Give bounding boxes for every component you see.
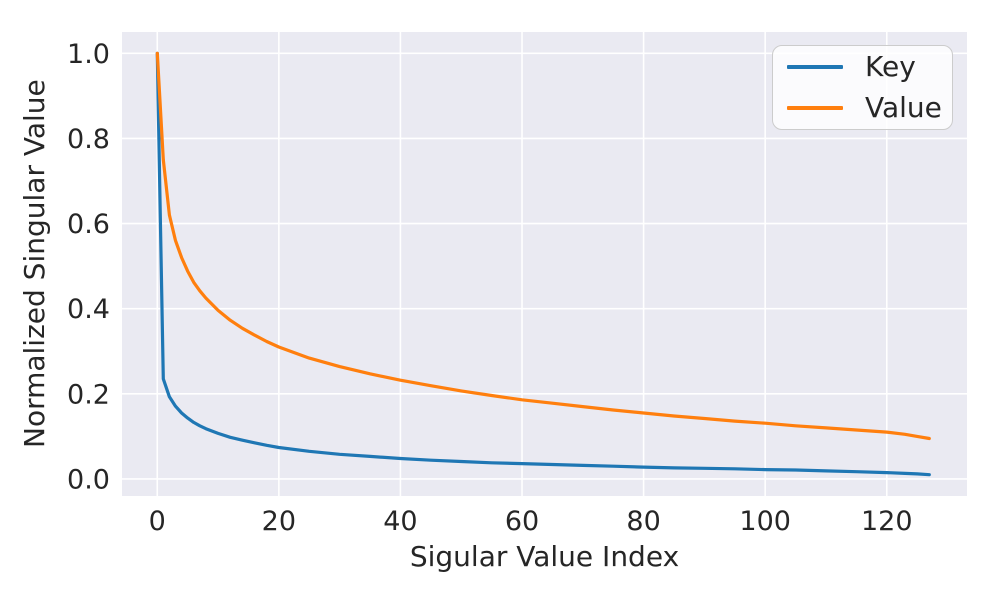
x-axis-label: Sigular Value Index <box>409 540 680 573</box>
x-tick-label: 100 <box>739 506 791 537</box>
x-tick-label: 80 <box>626 506 660 537</box>
legend-item-value: Value <box>787 94 952 122</box>
y-axis-label: Normalized Singular Value <box>18 79 51 449</box>
y-tick-label: 0.0 <box>67 464 110 495</box>
legend-label-key: Key <box>865 50 916 83</box>
key-line-swatch <box>787 65 843 69</box>
value-line-swatch <box>787 106 843 110</box>
series-line-key <box>155 51 931 477</box>
y-tick-label: 0.6 <box>67 209 110 240</box>
x-tick-label: 120 <box>861 506 913 537</box>
y-tick-label: 0.8 <box>67 124 110 155</box>
series-line-value <box>155 51 931 441</box>
legend-label-value: Value <box>865 91 942 124</box>
y-tick-label: 1.0 <box>67 39 110 70</box>
x-tick-label: 0 <box>149 506 166 537</box>
y-tick-label: 0.2 <box>67 379 110 410</box>
x-tick-label: 20 <box>262 506 296 537</box>
y-tick-label: 0.4 <box>67 294 110 325</box>
x-tick-label: 40 <box>383 506 417 537</box>
legend: Key Value <box>772 45 953 130</box>
x-tick-label: 60 <box>505 506 539 537</box>
legend-item-key: Key <box>787 53 952 81</box>
